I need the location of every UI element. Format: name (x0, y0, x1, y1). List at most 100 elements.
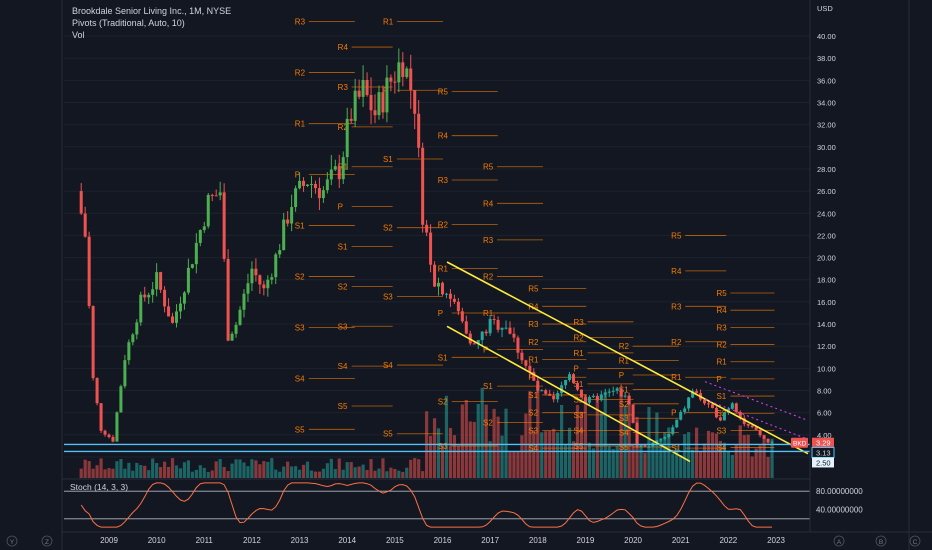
volume-bar (270, 458, 274, 478)
level-b-tag (812, 457, 834, 468)
candle-body (742, 418, 746, 424)
pivot-label: S5 (619, 443, 629, 452)
pivot-label: R2 (574, 333, 585, 342)
candle-body (524, 360, 528, 366)
price-tick-label: 18.00 (817, 276, 836, 285)
candle-body (365, 80, 369, 96)
candle-body (714, 407, 718, 418)
candle-body (528, 365, 532, 372)
pivot-label: R1 (383, 18, 394, 27)
pivot-label: S1 (716, 392, 726, 401)
pivot-label: S4 (619, 429, 629, 438)
volume-bar (91, 468, 95, 478)
candle-body (722, 412, 726, 421)
candle-body (460, 311, 464, 322)
volume-bar (691, 449, 695, 478)
pivot-label: R2 (483, 272, 494, 281)
volume-bar (377, 468, 381, 478)
volume-bar (87, 461, 91, 478)
candle-body (95, 378, 99, 404)
toolbar-letter: B (879, 539, 883, 546)
volume-bar (385, 471, 389, 478)
pivot-label: R2 (438, 220, 449, 229)
pivot-label: R1 (438, 265, 449, 274)
volume-bar (139, 465, 143, 478)
volume-bar (726, 451, 730, 478)
candle-body (190, 264, 194, 268)
candle-body (417, 113, 421, 148)
pivot-label: R2 (338, 123, 349, 132)
candle-body (635, 422, 639, 447)
volume-bar (714, 433, 719, 478)
pivot-label: S5 (295, 425, 305, 434)
price-tick-label: 14.00 (817, 320, 836, 329)
pivot-label: R3 (716, 323, 727, 332)
candle-body (599, 394, 603, 401)
candle-body (683, 408, 687, 412)
candle-body (437, 282, 441, 287)
volume-bar (607, 446, 611, 478)
toolbar-letter-circle (6, 535, 18, 547)
candle-body (246, 283, 250, 294)
pivot-label: S2 (716, 409, 726, 418)
pivot-label: S4 (295, 374, 305, 383)
volume-bar (512, 451, 516, 478)
volume-bar (687, 432, 691, 478)
volume-bar (226, 471, 230, 478)
candle-body (472, 343, 476, 345)
price-tick-label: 22.00 (817, 231, 836, 240)
price-tick-label: 4.00 (817, 431, 832, 440)
volume-bar (290, 466, 294, 478)
candle-body (222, 192, 226, 259)
legend-pivots[interactable]: Pivots (Traditional, Auto, 10) (72, 18, 185, 28)
candle-body (349, 118, 353, 121)
pivot-label: R1 (671, 373, 682, 382)
volume-bar (83, 459, 87, 478)
candle-body (230, 333, 234, 341)
candle-body (591, 395, 595, 397)
pivot-label: P (671, 409, 676, 418)
candle-body (671, 427, 675, 435)
candle-body (663, 437, 667, 439)
candle-body (111, 436, 115, 442)
volume-bar (552, 428, 556, 478)
candle-body (87, 236, 91, 307)
candle-body (143, 294, 147, 298)
candle-body (135, 322, 139, 335)
price-tick-label: 34.00 (817, 98, 836, 107)
volume-bar (341, 469, 345, 478)
candle-body (627, 395, 631, 405)
volume-bar (583, 394, 588, 478)
drawing-overlay[interactable] (64, 261, 810, 463)
volume-bar (178, 468, 183, 478)
candle-body (413, 90, 417, 114)
channel-upper-line (446, 261, 809, 455)
candle-body (262, 284, 266, 289)
candle-body (341, 157, 345, 180)
pivot-label: R1 (483, 309, 494, 318)
candle-body (254, 268, 258, 276)
volume-bars (79, 385, 774, 478)
price-tick-label: 10.00 (817, 364, 836, 373)
candle-body (770, 442, 774, 444)
volume-bar (389, 467, 393, 478)
pivot-label: S4 (383, 361, 393, 370)
candle-body (210, 194, 214, 196)
pivot-label: S1 (383, 155, 393, 164)
pivot-label: S5 (574, 442, 584, 451)
price-tick-label: 24.00 (817, 209, 836, 218)
year-tick-label: 2021 (672, 536, 690, 545)
candle-body (317, 188, 321, 199)
candle-body (647, 446, 651, 448)
volume-bar (413, 458, 417, 478)
candle-body (373, 110, 377, 116)
price-tick-label: 6.00 (817, 409, 832, 418)
candle-body (623, 395, 627, 397)
pivot-label: R1 (619, 357, 630, 366)
pivot-label: S4 (716, 444, 726, 453)
candle-body (171, 316, 175, 323)
legend-vol[interactable]: Vol (72, 30, 85, 40)
volume-bar (373, 470, 377, 478)
candle-body (659, 438, 663, 441)
